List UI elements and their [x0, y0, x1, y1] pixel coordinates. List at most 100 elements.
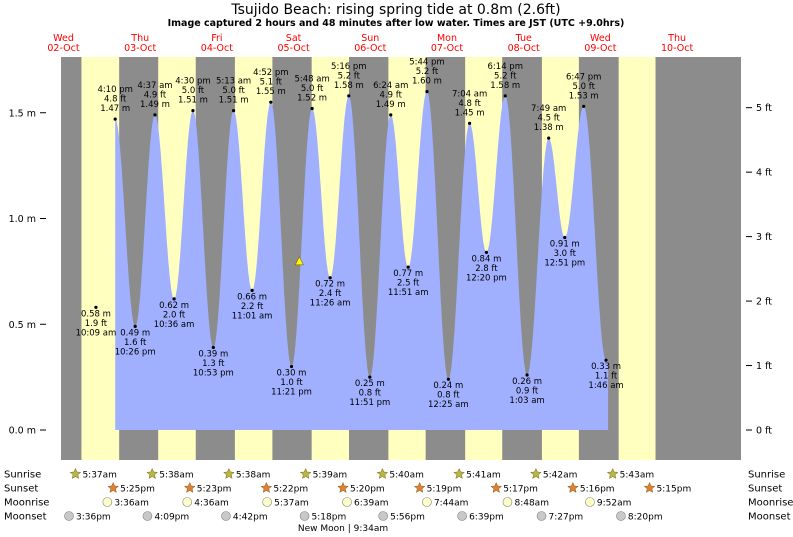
- high-tide-label: 1.53 m: [569, 91, 599, 101]
- sunset-time: 5:17pm: [503, 485, 538, 495]
- high-tide-label: 1.51 m: [178, 96, 208, 106]
- sunset-time: 5:16pm: [580, 485, 615, 495]
- high-tide-label: 7:49 am: [531, 104, 566, 114]
- star-icon: [530, 467, 542, 479]
- low-tide-point: [446, 377, 450, 381]
- high-tide-label: 4:52 pm: [253, 68, 288, 78]
- high-tide-label: 1.58 m: [334, 81, 364, 91]
- high-tide-label: 5:13 am: [216, 77, 251, 87]
- low-tide-label: 10:36 am: [154, 320, 195, 330]
- high-tide-label: 5.0 ft: [573, 82, 596, 92]
- day-bottom-strips: [61, 430, 741, 460]
- low-tide-label: 0.77 m: [393, 269, 423, 279]
- day-strip: [158, 430, 196, 460]
- low-tide-label: 11:26 am: [310, 299, 351, 309]
- moonrise-row-label-left: Moonrise: [4, 498, 49, 509]
- low-tide-point: [368, 375, 372, 379]
- low-tide-label: 11:51 pm: [349, 398, 390, 408]
- moonrise-time: 3:36am: [114, 499, 149, 509]
- low-tide-label: 0.49 m: [120, 328, 150, 338]
- star-icon: [490, 481, 503, 493]
- moonrise-time: 8:48am: [514, 499, 549, 509]
- low-tide-point: [484, 250, 489, 254]
- high-tide-label: 6:14 pm: [488, 62, 523, 72]
- moonset-moon-icon: [536, 511, 547, 521]
- low-tide-label: 11:21 pm: [271, 388, 312, 398]
- high-tide-label: 1.47 m: [100, 104, 130, 114]
- low-tide-label: 10:09 am: [76, 328, 117, 338]
- high-tide-label: 1.51 m: [219, 96, 249, 106]
- high-tide-point: [269, 100, 273, 104]
- day-strip: [81, 430, 120, 460]
- day-date: 06-Oct: [354, 43, 386, 54]
- current-tide-marker: [294, 256, 304, 266]
- day-name: Mon: [437, 33, 457, 44]
- moonset-time: 8:20pm: [628, 513, 663, 523]
- moonrise-moon-icon: [422, 497, 432, 507]
- low-tide-label: 1.1 ft: [595, 372, 618, 382]
- low-tide-label: 0.58 m: [81, 309, 111, 319]
- low-tide-label: 0.91 m: [550, 240, 580, 250]
- high-tide-label: 1.60 m: [412, 77, 442, 87]
- moonrise-moon-icon: [262, 497, 272, 507]
- low-tide-label: 0.9 ft: [516, 387, 539, 397]
- moonset-row-label-right: Moonset: [748, 512, 791, 523]
- star-icon: [606, 467, 619, 479]
- new-moon-label: New Moon | 9:34am: [298, 524, 388, 534]
- low-tide-label: 0.25 m: [355, 379, 385, 389]
- star-icon: [107, 481, 120, 493]
- moonrise-moon-icon: [502, 497, 513, 507]
- moonrise-time: 9:52am: [597, 499, 632, 509]
- low-tide-label: 3.0 ft: [554, 249, 577, 259]
- high-tide-point: [347, 94, 351, 98]
- day-name: Tue: [515, 33, 532, 44]
- high-tide-label: 4.8 ft: [104, 95, 127, 105]
- star-icon: [260, 481, 273, 493]
- day-headers: Wed02-OctThu03-OctFri04-OctSat05-OctSun0…: [47, 33, 693, 54]
- star-icon: [223, 467, 235, 479]
- high-tide-label: 6:47 pm: [566, 72, 601, 82]
- low-tide-point: [94, 305, 98, 309]
- right-axis-feet: 5 ft 4 ft 3 ft 2 ft 1 ft 0 ft: [746, 103, 772, 437]
- sunrise-time: 5:41am: [466, 471, 501, 481]
- low-tide-label: 0.8 ft: [359, 389, 382, 399]
- chart-titles: Tsujido Beach: rising spring tide at 0.8…: [168, 2, 625, 29]
- day-date: 09-Oct: [584, 43, 616, 54]
- low-tide-point: [172, 297, 176, 301]
- high-tide-label: 5.2 ft: [338, 71, 361, 81]
- low-tide-point: [328, 276, 332, 280]
- moonrise-time: 6:39am: [354, 499, 389, 509]
- right-tick-label: 0 ft: [756, 426, 772, 437]
- high-tide-label: 5:48 am: [294, 75, 329, 85]
- sunrise-time: 5:40am: [389, 471, 424, 481]
- high-tide-label: 4:30 pm: [175, 77, 210, 87]
- day-date: 05-Oct: [277, 43, 309, 54]
- low-tide-label: 1:03 am: [509, 396, 544, 406]
- tide-water-area: [115, 91, 609, 430]
- moonset-moon-icon: [221, 511, 231, 521]
- day-name: Thu: [667, 33, 686, 44]
- day-name: Wed: [590, 33, 611, 44]
- star-icon: [567, 481, 579, 493]
- high-tide-point: [582, 104, 586, 109]
- high-tide-label: 1.58 m: [490, 81, 520, 91]
- high-tide-label: 5.0 ft: [301, 84, 324, 94]
- sunset-time: 5:22pm: [273, 485, 308, 495]
- high-tide-label: 7:04 am: [452, 89, 487, 99]
- day-strip: [388, 430, 426, 460]
- moonrise-moon-icon: [182, 497, 193, 507]
- sunset-row-label-left: Sunset: [4, 484, 38, 495]
- day-strip: [541, 430, 579, 460]
- sunrise-time: 5:37am: [82, 471, 117, 481]
- low-tide-point: [563, 235, 567, 240]
- high-tide-point: [153, 113, 157, 117]
- low-tide-label: 1.0 ft: [280, 378, 303, 388]
- high-tide-point: [425, 90, 429, 94]
- star-icon: [69, 467, 82, 479]
- high-tide-label: 4.8 ft: [458, 99, 481, 109]
- low-tide-label: 1.6 ft: [124, 338, 147, 348]
- high-tide-label: 4:37 am: [137, 81, 172, 91]
- low-tide-label: 2.2 ft: [241, 302, 264, 312]
- high-tide-point: [310, 106, 314, 111]
